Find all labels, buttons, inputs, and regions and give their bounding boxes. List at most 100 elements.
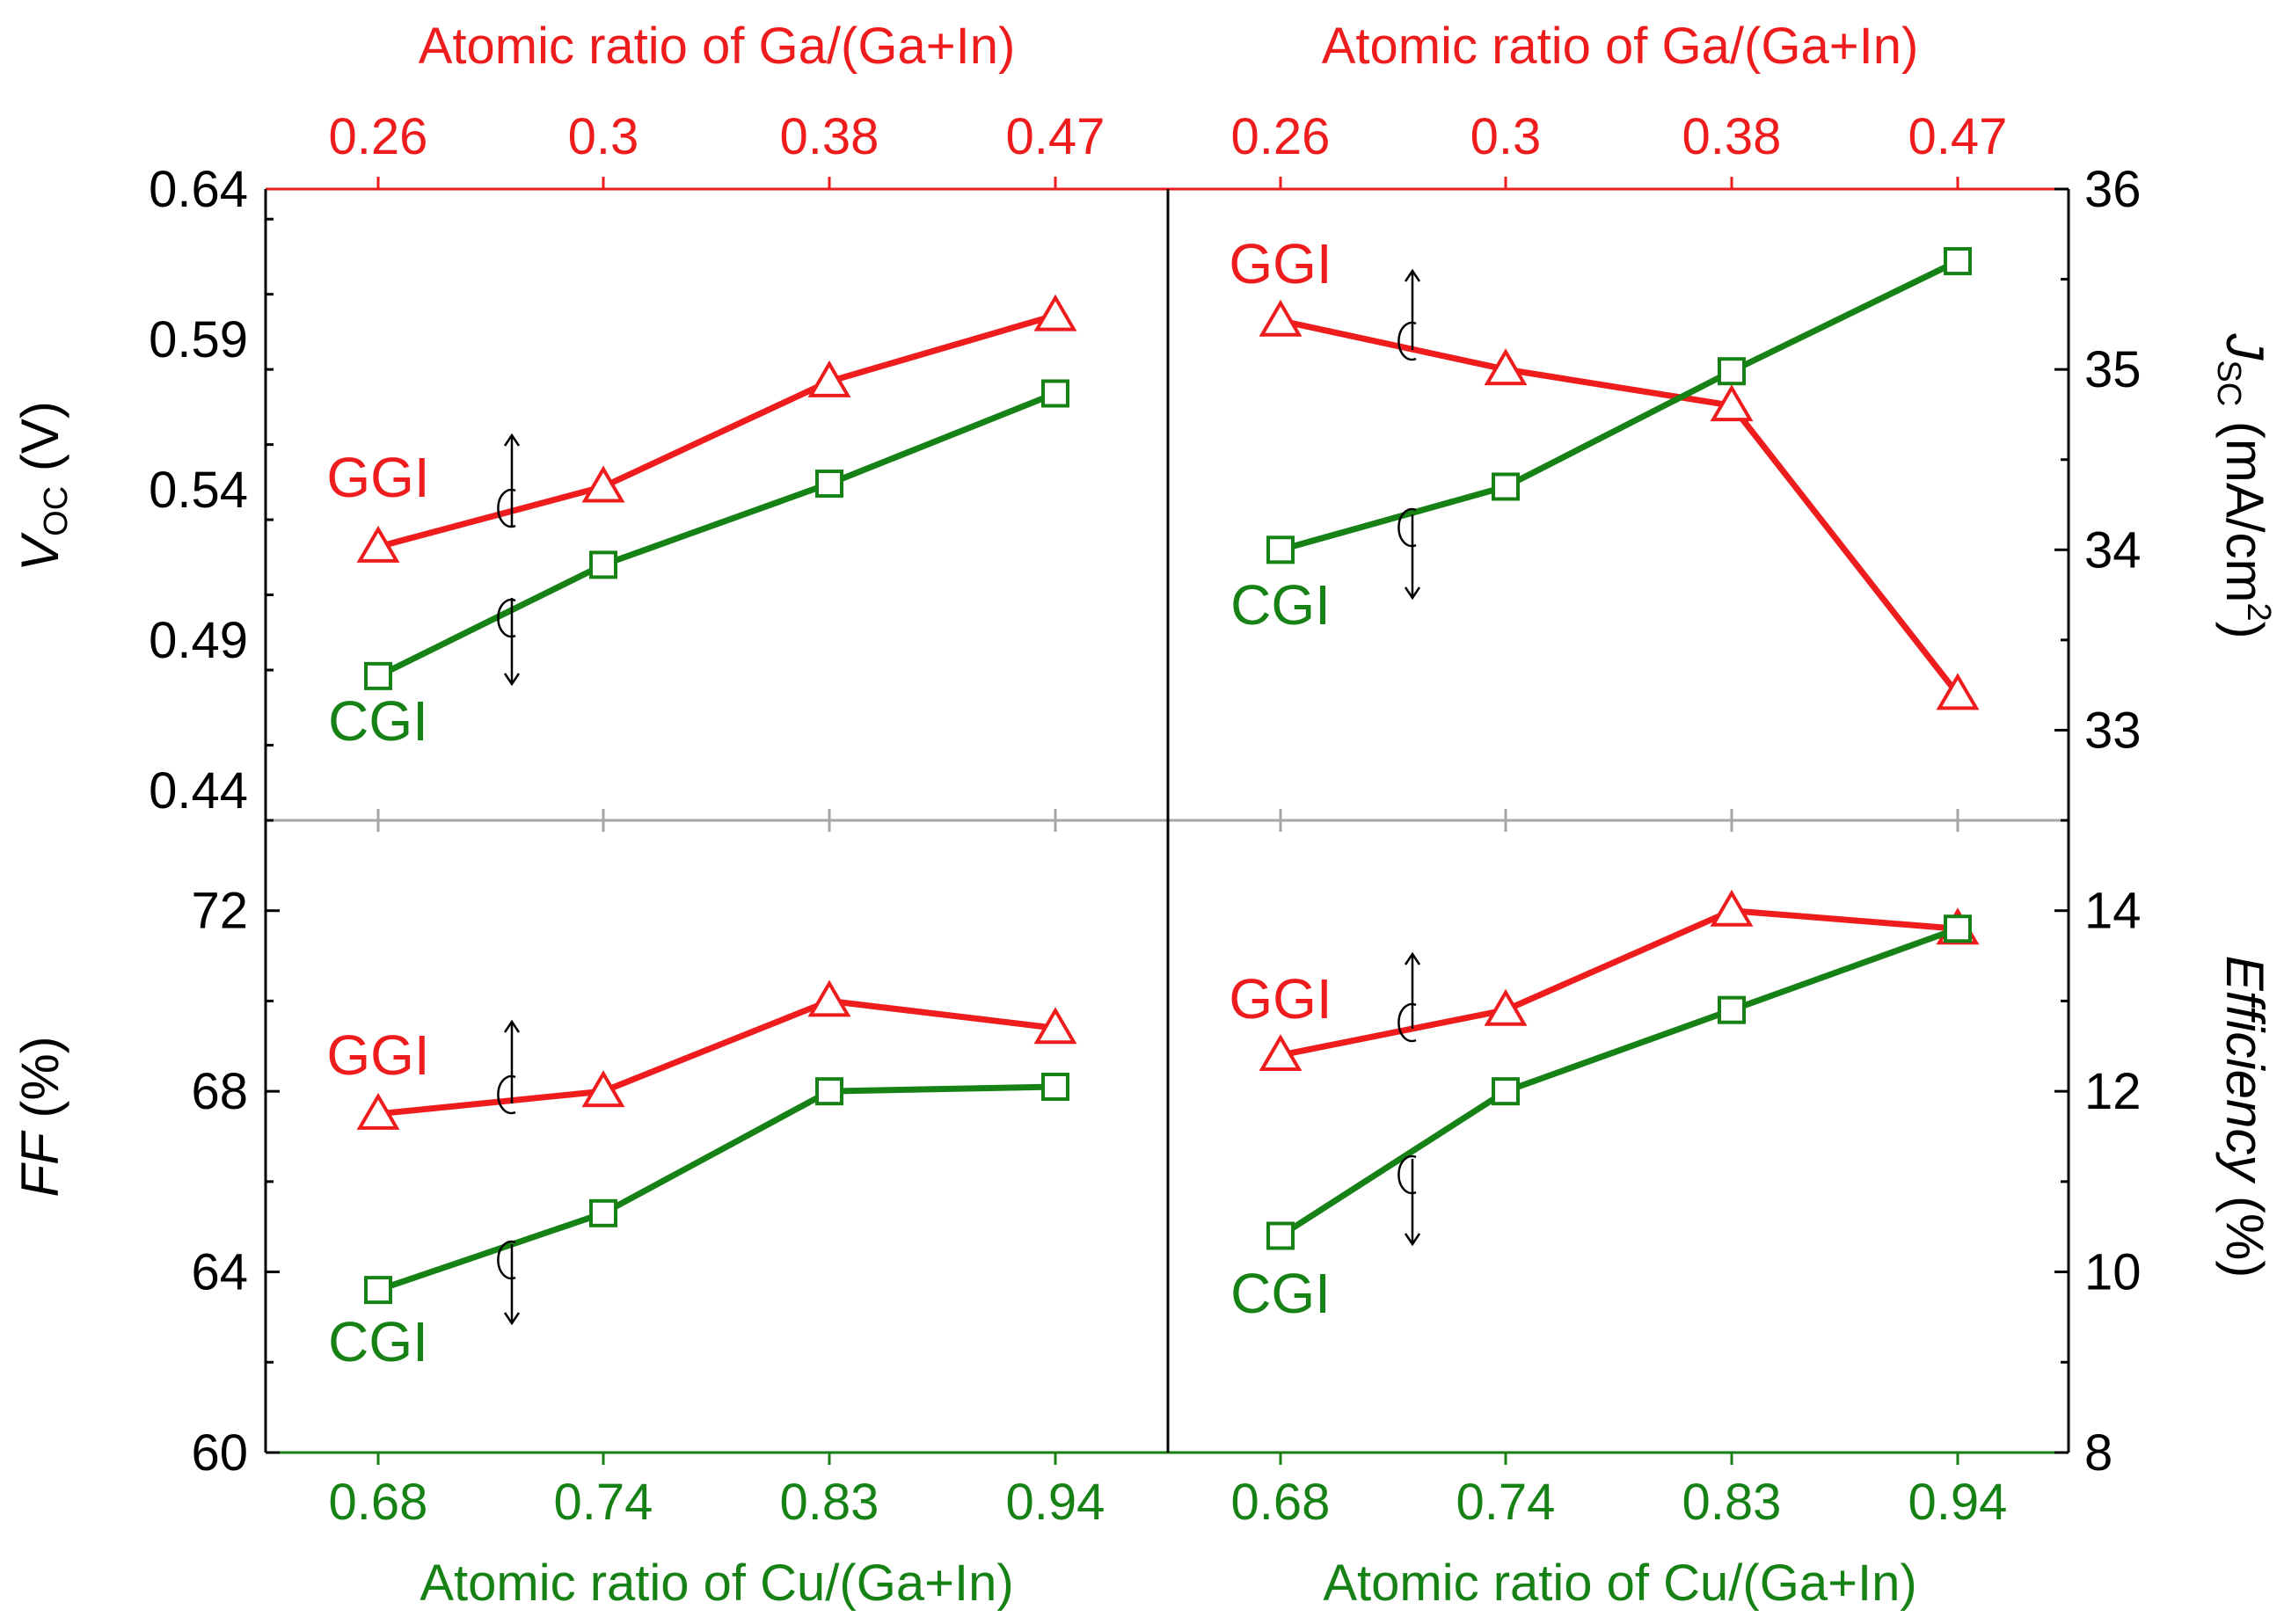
cgi-series-label: CGI: [328, 689, 428, 753]
bottom-tick-label: 0.74: [554, 1474, 653, 1531]
ggi-series-label: GGI: [326, 446, 429, 509]
cgi-marker: [1492, 1077, 1520, 1106]
ggi-marker: [1936, 673, 1980, 710]
tick-labels: 0.26 0.26 0.3 0.3 0.38 0.38 0.47 0.47 0.68 0.68 0.…: [149, 108, 2141, 1531]
bottom-tick-label: 0.83: [780, 1474, 879, 1531]
top-tick-label: 0.47: [1006, 108, 1106, 165]
voc-ggi-arrow-oval: [497, 488, 516, 528]
ggi-marker: [807, 979, 851, 1017]
bottom-axis-title: Atomic ratio of Cu/(Ga+In): [420, 1555, 1013, 1612]
jsc-cgi-arrow-head: [1404, 586, 1421, 601]
jsc-cgi-arrow-oval: [1397, 507, 1417, 548]
top-tick-label-right: 0.47: [1908, 108, 2008, 165]
voc-ggi-arrow-head: [503, 433, 521, 447]
bottom-tick-label-right: 0.68: [1231, 1474, 1331, 1531]
ggi-marker: [1033, 294, 1077, 331]
voc-cgi-arrow-head: [503, 673, 521, 687]
cgi-marker: [1266, 1221, 1295, 1250]
cgi-series-label: CGI: [328, 1310, 428, 1373]
cgi-marker: [364, 661, 392, 690]
ff-ggi-arrow-head: [503, 1019, 521, 1033]
cgi-marker: [815, 1077, 843, 1106]
y-tick-label: 0.54: [149, 462, 248, 519]
efficiency-axis-title: Efficiency (%): [2215, 956, 2274, 1278]
cgi-series-label: CGI: [1230, 1262, 1331, 1325]
voc-cgi-arrow-oval: [497, 598, 516, 638]
eff-cgi-arrow-head: [1404, 1233, 1421, 1247]
y-tick-label: 64: [191, 1244, 248, 1301]
ggi-marker: [1484, 988, 1528, 1026]
bottom-axis-title-right: Atomic ratio of Cu/(Ga+In): [1323, 1555, 1916, 1612]
ff-cgi-arrow-oval: [497, 1240, 516, 1280]
jsc-axis-title: JSC (mA/cm2): [2210, 332, 2277, 638]
top-tick-label: 0.38: [780, 108, 879, 165]
annotation-arrows: [497, 268, 1421, 1326]
bottom-tick-label: 0.68: [329, 1474, 428, 1531]
ggi-marker: [356, 525, 400, 563]
y-tick-label: 36: [2084, 161, 2142, 218]
top-axis-title-right: Atomic ratio of Ga/(Ga+In): [1322, 18, 1919, 75]
ff-axis-title: FF (%): [11, 1036, 69, 1197]
ff-cgi-arrow-head: [503, 1312, 521, 1326]
top-tick-label-right: 0.38: [1682, 108, 1782, 165]
top-tick-label-right: 0.3: [1470, 108, 1542, 165]
ggi-marker: [1710, 384, 1754, 422]
cgi-marker: [1041, 1073, 1069, 1102]
y-tick-label: 0.49: [149, 612, 248, 669]
top-tick-label: 0.26: [329, 108, 428, 165]
y-tick-label: 35: [2084, 341, 2142, 398]
ggi-marker: [581, 1070, 625, 1108]
bottom-tick-label-right: 0.94: [1908, 1474, 2008, 1531]
ggi-series-label: GGI: [1229, 967, 1332, 1030]
eff-cgi-arrow-oval: [1397, 1154, 1417, 1195]
ggi-series-label: GGI: [326, 1023, 429, 1087]
cgi-line: [1279, 925, 1959, 1239]
cgi-series-label: CGI: [1230, 573, 1331, 637]
ggi-line: [1280, 907, 1959, 1059]
top-tick-label: 0.3: [568, 108, 639, 165]
y-tick-label: 0.64: [149, 161, 248, 218]
axis-ticks: [266, 177, 2069, 1465]
top-tick-label-right: 0.26: [1231, 108, 1331, 165]
y-tick-label: 10: [2084, 1244, 2142, 1301]
cgi-line: [376, 390, 1057, 680]
ggi-marker: [1033, 1007, 1077, 1045]
y-tick-label: 33: [2084, 702, 2142, 759]
cgi-marker: [815, 470, 843, 499]
bottom-tick-label-right: 0.83: [1682, 1474, 1782, 1531]
plot-frames: [264, 187, 2070, 1454]
y-tick-label: 34: [2084, 521, 2142, 579]
ggi-marker: [1259, 299, 1303, 337]
eff-ggi-arrow-oval: [1397, 1002, 1417, 1043]
cgi-marker: [1492, 472, 1520, 501]
ggi-marker: [1484, 348, 1528, 386]
cgi-line: [376, 1083, 1056, 1293]
ggi-line: [1280, 317, 1960, 696]
bottom-tick-label: 0.94: [1006, 1474, 1106, 1531]
voc-axis-title: VOC (V): [11, 401, 75, 572]
ggi-marker: [1259, 1034, 1303, 1072]
cgi-marker: [589, 1198, 617, 1227]
jsc-ggi-arrow-head: [1404, 268, 1421, 282]
y-tick-label: 14: [2084, 883, 2142, 940]
cgi-marker: [1718, 357, 1746, 386]
top-axis-title: Atomic ratio of Ga/(Ga+In): [419, 18, 1016, 75]
ggi-line: [377, 997, 1056, 1118]
ggi-marker: [356, 1092, 400, 1130]
y-tick-label: 0.59: [149, 311, 248, 368]
y-tick-label: 68: [191, 1063, 248, 1120]
ggi-marker: [807, 360, 851, 397]
y-tick-label: 12: [2084, 1063, 2142, 1120]
cgi-marker: [364, 1276, 392, 1305]
bottom-tick-label-right: 0.74: [1456, 1474, 1556, 1531]
cgi-marker: [589, 550, 617, 579]
jsc-ggi-arrow-oval: [1397, 321, 1417, 361]
cgi-marker: [1266, 535, 1295, 564]
cgi-marker: [1041, 379, 1069, 408]
y-tick-label: 72: [191, 883, 248, 940]
ff-ggi-arrow-oval: [497, 1074, 516, 1115]
y-tick-label: 60: [191, 1424, 248, 1482]
cgi-marker: [1718, 995, 1746, 1024]
y-tick-label: 0.44: [149, 762, 248, 819]
